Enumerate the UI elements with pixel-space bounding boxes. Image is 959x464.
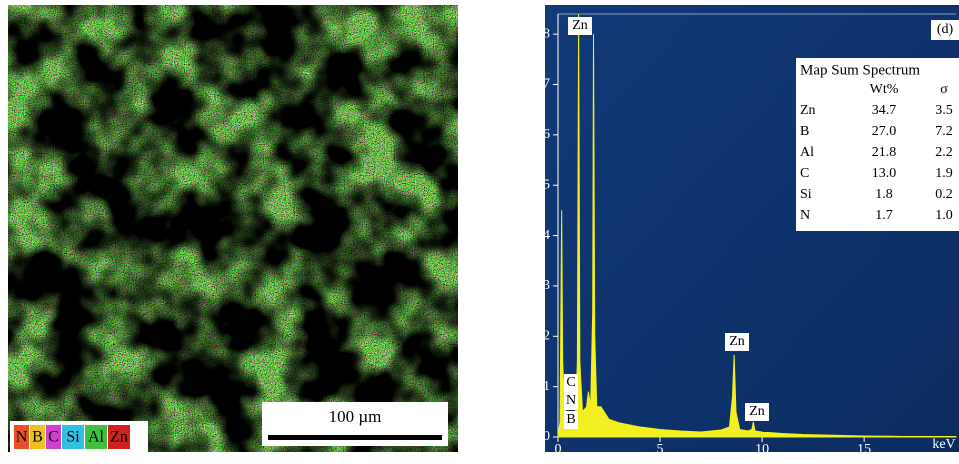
table-cell: 1.7 <box>875 208 893 223</box>
peak-label: N <box>566 393 576 408</box>
figure: NBCSiAlZn 100 µm 012345678051015ZnZnZnCN… <box>0 0 959 459</box>
table-cell: N <box>800 208 810 223</box>
legend-label: Zn <box>110 429 128 446</box>
x-tick-label: 5 <box>657 442 664 457</box>
y-tick-label: 6 <box>543 127 550 142</box>
peak-label: Zn <box>729 334 745 349</box>
table-cell: 1.0 <box>935 208 953 223</box>
table-header: σ <box>940 82 948 97</box>
table-cell: 1.8 <box>875 187 893 202</box>
y-tick-label: 5 <box>543 177 550 192</box>
legend-label: B <box>32 429 43 446</box>
legend-label: C <box>48 429 59 446</box>
table-cell: Al <box>800 145 814 160</box>
table-cell: 34.7 <box>872 103 897 118</box>
table-cell: 7.2 <box>935 124 953 139</box>
table-cell: 21.8 <box>872 145 897 160</box>
x-tick-label: 10 <box>755 442 769 457</box>
x-axis-label: keV <box>932 437 955 452</box>
legend-label: N <box>16 429 28 446</box>
peak-label: Zn <box>749 404 765 419</box>
x-tick-label: 15 <box>857 442 871 457</box>
y-tick-label: 4 <box>543 228 550 243</box>
table-cell: Si <box>800 187 812 202</box>
table-cell: 0.2 <box>935 187 953 202</box>
table-cell: B <box>800 124 809 139</box>
y-tick-label: 1 <box>543 379 550 394</box>
x-tick-label: 0 <box>555 442 562 457</box>
table-cell: 3.5 <box>935 103 953 118</box>
table-cell: 27.0 <box>872 124 897 139</box>
y-tick-label: 3 <box>543 278 550 293</box>
legend-label: Si <box>66 429 80 446</box>
table-cell: 13.0 <box>872 166 897 181</box>
y-axis-label: cps/eV <box>522 206 537 245</box>
table-cell: 1.9 <box>935 166 953 181</box>
scale-bar-label: 100 µm <box>329 407 382 426</box>
panel-label: (d) <box>937 22 954 37</box>
peak-label: Zn <box>572 18 588 33</box>
scale-bar <box>268 435 442 440</box>
table-cell: C <box>800 166 809 181</box>
peak-label: C <box>566 375 575 390</box>
table-cell: 2.2 <box>935 145 953 160</box>
peak-label: B <box>566 412 575 427</box>
y-tick-label: 2 <box>543 329 550 344</box>
y-tick-label: 8 <box>543 26 550 41</box>
table-cell: Zn <box>800 103 816 118</box>
y-tick-label: 0 <box>543 429 550 444</box>
table-title: Map Sum Spectrum <box>800 62 920 78</box>
map-texture <box>8 5 458 452</box>
y-tick-label: 7 <box>543 77 550 92</box>
table-header: Wt% <box>870 82 899 97</box>
legend-label: Al <box>88 429 105 446</box>
